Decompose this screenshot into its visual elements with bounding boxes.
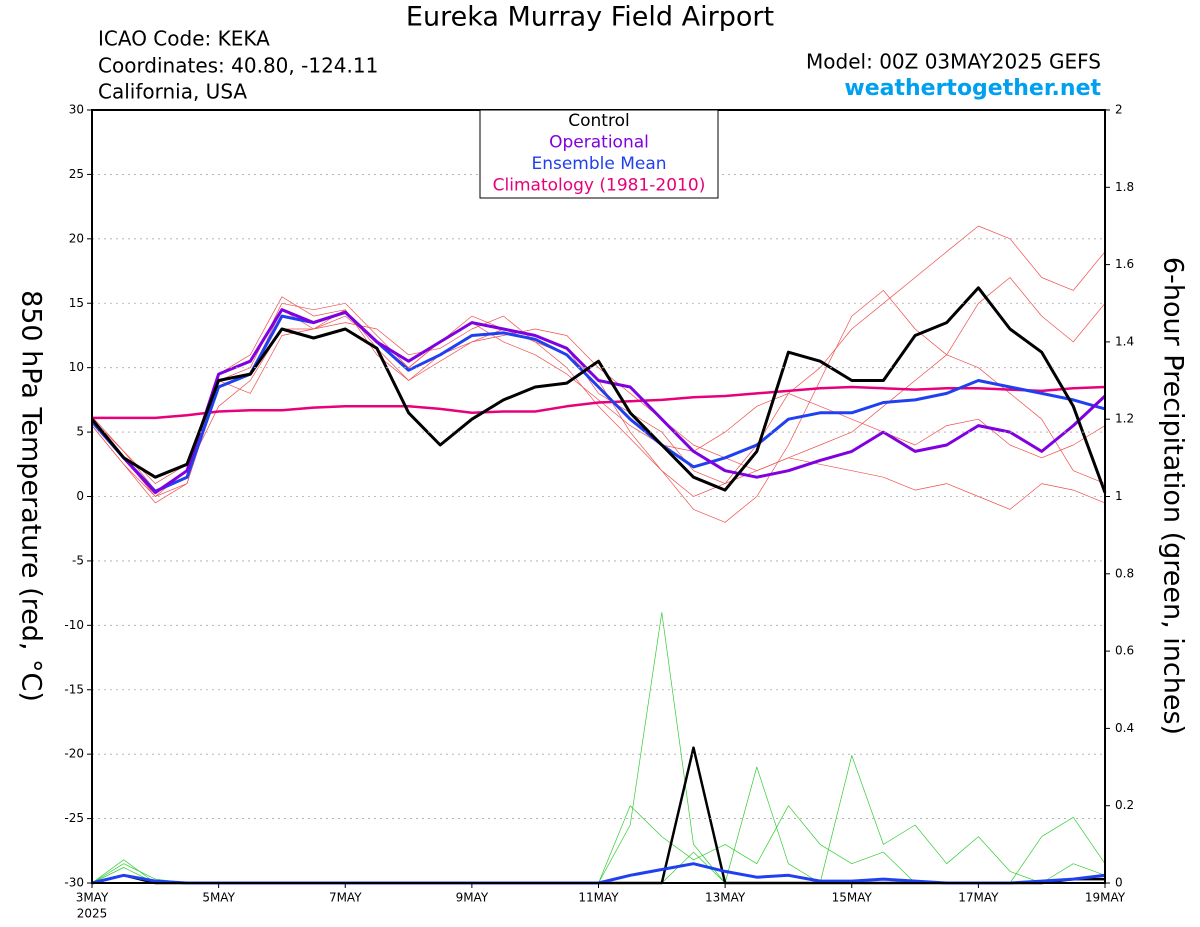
member-line bbox=[91, 862, 1106, 885]
x-tick-label: 11MAY bbox=[578, 891, 619, 905]
y2-tick-label: 0.2 bbox=[1115, 798, 1134, 812]
x-tick-label: 7MAY bbox=[329, 891, 362, 905]
y2-tick-label: 0 bbox=[1115, 876, 1123, 890]
x-tick-label: 9MAY bbox=[456, 891, 489, 905]
y-tick-label: 30 bbox=[69, 103, 84, 117]
x-tick-label: 15MAY bbox=[832, 891, 873, 905]
website: weathertogether.net bbox=[844, 76, 1101, 101]
y-tick-label: 0 bbox=[76, 489, 84, 503]
y2-tick-label: 1.8 bbox=[1115, 180, 1134, 194]
y-tick-label: 5 bbox=[76, 425, 84, 439]
series-line bbox=[90, 286, 1107, 494]
chart-title: Eureka Murray Field Airport bbox=[406, 2, 774, 33]
x-year-label: 2025 bbox=[77, 907, 108, 921]
y-tick-label: 15 bbox=[69, 296, 84, 310]
y2-tick-label: 1.4 bbox=[1115, 334, 1134, 348]
header-left: California, USA bbox=[98, 80, 247, 104]
y2-tick-label: 1.6 bbox=[1115, 257, 1134, 271]
header-left: ICAO Code: KEKA bbox=[98, 27, 270, 51]
legend-label: Climatology (1981-2010) bbox=[493, 176, 706, 196]
y2-tick-label: 1 bbox=[1115, 489, 1123, 503]
y2-axis-label: 6-hour Precipitation (green, inches) bbox=[1158, 257, 1189, 735]
y2-tick-label: 1.2 bbox=[1115, 412, 1134, 426]
y-tick-label: 20 bbox=[69, 231, 84, 245]
member-line bbox=[91, 296, 1106, 510]
x-tick-label: 3MAY bbox=[76, 891, 109, 905]
legend-label: Control bbox=[568, 111, 629, 131]
x-tick-label: 5MAY bbox=[202, 891, 235, 905]
header-right: Model: 00Z 03MAY2025 GEFS bbox=[806, 50, 1101, 74]
y-tick-label: -10 bbox=[64, 618, 84, 632]
plot-area bbox=[90, 225, 1107, 885]
member-line bbox=[91, 755, 1106, 884]
y-tick-label: -25 bbox=[64, 811, 84, 825]
member-line bbox=[91, 612, 1105, 884]
y-tick-label: 25 bbox=[69, 167, 84, 181]
x-tick-label: 19MAY bbox=[1085, 891, 1126, 905]
legend-box bbox=[479, 109, 719, 199]
y-tick-label: -15 bbox=[64, 682, 84, 696]
y2-tick-label: 0.8 bbox=[1115, 566, 1134, 580]
legend-label: Operational bbox=[549, 133, 649, 153]
y-tick-label: 10 bbox=[69, 360, 84, 374]
y-tick-label: -30 bbox=[64, 876, 84, 890]
y2-tick-label: 0.4 bbox=[1115, 721, 1134, 735]
y-tick-label: -20 bbox=[64, 747, 84, 761]
y2-tick-label: 2 bbox=[1115, 103, 1123, 117]
y-tick-label: -5 bbox=[72, 553, 84, 567]
series-line bbox=[90, 308, 1107, 495]
y2-tick-label: 0.6 bbox=[1115, 644, 1134, 658]
legend-label: Ensemble Mean bbox=[531, 154, 666, 174]
series-line bbox=[92, 385, 1106, 420]
header-left: Coordinates: 40.80, -124.11 bbox=[98, 54, 378, 78]
member-line bbox=[91, 805, 1106, 884]
member-line bbox=[91, 315, 1106, 491]
x-tick-label: 17MAY bbox=[958, 891, 999, 905]
member-line bbox=[91, 746, 1105, 885]
x-tick-label: 13MAY bbox=[705, 891, 746, 905]
series-line bbox=[90, 310, 1106, 493]
y-axis-label: 850 hPa Temperature (red, °C) bbox=[16, 290, 47, 702]
